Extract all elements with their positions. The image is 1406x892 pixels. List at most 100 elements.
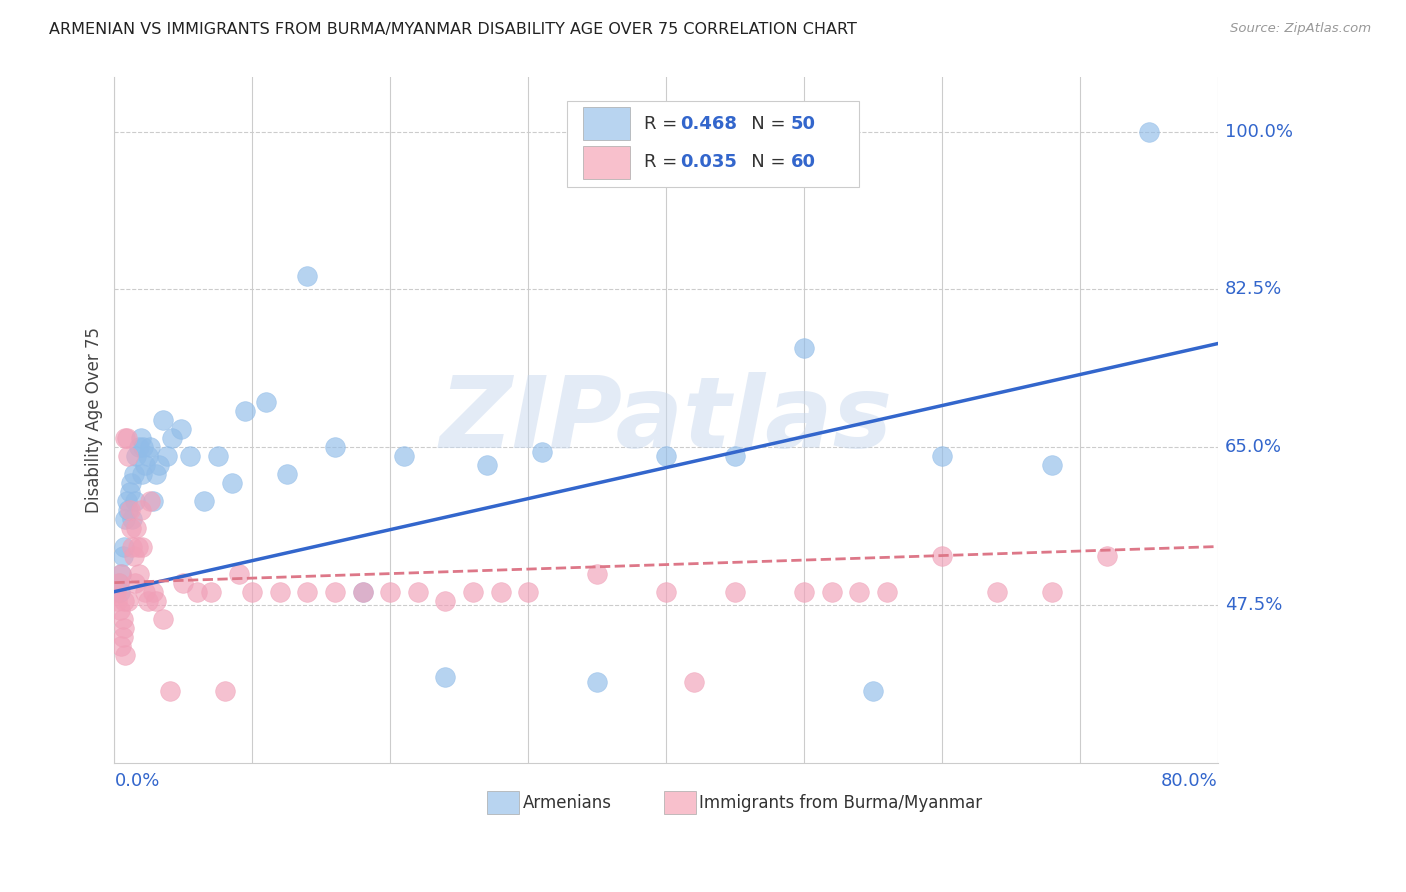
Point [169,422,191,436]
Point [117,593,139,607]
Point [128,440,150,454]
Text: 82.5%: 82.5% [1225,280,1282,299]
Point [323,584,346,599]
FancyBboxPatch shape [583,107,630,140]
Point [931,450,953,464]
Text: Source: ZipAtlas.com: Source: ZipAtlas.com [1230,22,1371,36]
Point [107,575,129,590]
Text: Armenians: Armenians [523,794,612,812]
Point [104,584,127,599]
Point [352,584,374,599]
Point [269,584,291,599]
Point [134,584,156,599]
Point [254,395,277,409]
Point [517,584,540,599]
Point [586,674,609,689]
Point [117,503,139,517]
Point [127,540,149,554]
Point [129,503,152,517]
Point [172,575,194,590]
Point [1097,549,1119,563]
Point [114,431,136,445]
Point [876,584,898,599]
Point [129,431,152,445]
Point [125,450,148,464]
Point [214,684,236,698]
Point [136,450,159,464]
FancyBboxPatch shape [488,791,519,814]
Point [136,593,159,607]
Text: R =: R = [644,153,683,171]
Point [139,440,162,454]
Point [461,584,484,599]
Point [145,467,167,482]
Point [114,512,136,526]
Point [139,494,162,508]
FancyBboxPatch shape [583,146,630,178]
Point [434,670,457,684]
Point [793,584,815,599]
Text: 60: 60 [790,153,815,171]
Point [207,450,229,464]
Point [107,575,129,590]
FancyBboxPatch shape [567,102,859,187]
Text: Immigrants from Burma/Myanmar: Immigrants from Burma/Myanmar [699,794,983,812]
Point [1040,458,1063,473]
Point [110,566,132,581]
Point [179,450,201,464]
Point [489,584,512,599]
Point [655,450,678,464]
Point [159,684,181,698]
Point [297,268,319,283]
Text: ZIPatlas: ZIPatlas [440,372,893,468]
Point [148,458,170,473]
Text: N =: N = [734,153,792,171]
Point [117,450,139,464]
Point [682,674,704,689]
Point [131,540,153,554]
Point [323,440,346,454]
Point [848,584,870,599]
Point [120,521,142,535]
Point [110,566,132,581]
Point [118,485,141,500]
Point [128,566,150,581]
Point [724,450,747,464]
Point [114,648,136,662]
Point [118,503,141,517]
Point [145,593,167,607]
Point [235,404,257,418]
Text: R =: R = [644,115,683,133]
Point [1137,124,1160,138]
Point [186,584,208,599]
Point [124,494,146,508]
Text: ARMENIAN VS IMMIGRANTS FROM BURMA/MYANMAR DISABILITY AGE OVER 75 CORRELATION CHA: ARMENIAN VS IMMIGRANTS FROM BURMA/MYANMA… [49,22,858,37]
Y-axis label: Disability Age Over 75: Disability Age Over 75 [86,327,103,513]
Point [793,341,815,355]
Point [131,467,153,482]
Point [931,549,953,563]
Point [1040,584,1063,599]
Point [193,494,215,508]
Text: 47.5%: 47.5% [1225,596,1282,615]
Point [986,584,1008,599]
Point [655,584,678,599]
Point [108,584,131,599]
Point [352,584,374,599]
Point [111,612,134,626]
Point [108,603,131,617]
Point [121,512,143,526]
Point [142,584,165,599]
Point [228,566,250,581]
Point [112,593,135,607]
Text: 65.0%: 65.0% [1225,438,1282,457]
Point [380,584,402,599]
Point [121,540,143,554]
Point [152,413,174,427]
Point [152,612,174,626]
Point [134,458,156,473]
Point [586,566,609,581]
Point [240,584,263,599]
Point [111,630,134,644]
FancyBboxPatch shape [664,791,696,814]
